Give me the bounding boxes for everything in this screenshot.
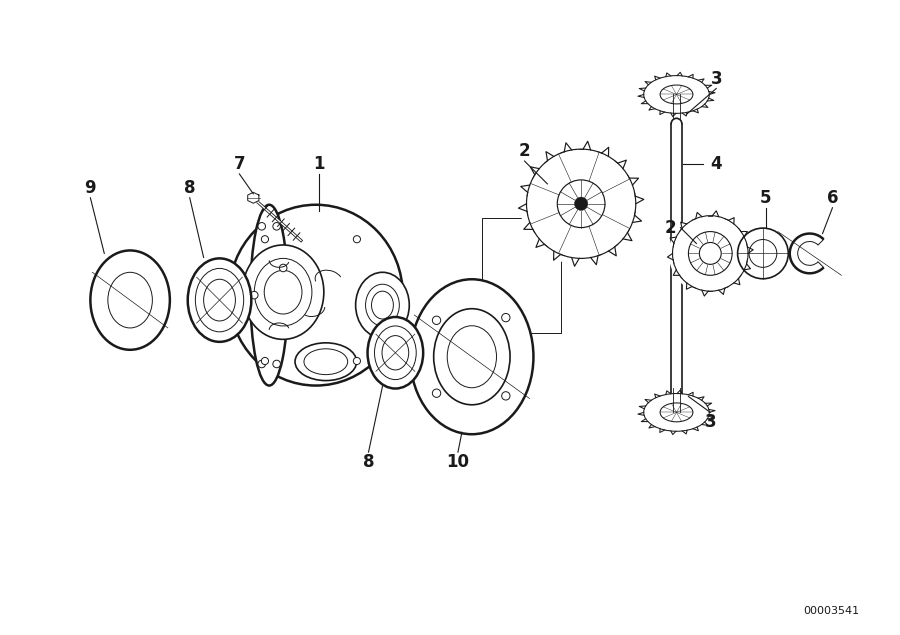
- Ellipse shape: [90, 250, 170, 350]
- Ellipse shape: [195, 269, 244, 332]
- Ellipse shape: [242, 245, 324, 339]
- Ellipse shape: [365, 284, 400, 326]
- Ellipse shape: [188, 258, 251, 342]
- Text: 3: 3: [710, 70, 722, 88]
- Circle shape: [501, 392, 510, 400]
- Circle shape: [261, 358, 268, 364]
- Ellipse shape: [447, 326, 497, 388]
- Text: 10: 10: [446, 453, 470, 471]
- Text: 8: 8: [363, 453, 374, 471]
- Text: 3: 3: [705, 413, 716, 431]
- Ellipse shape: [304, 349, 347, 375]
- Ellipse shape: [108, 272, 152, 328]
- Ellipse shape: [374, 326, 416, 380]
- Text: 2: 2: [518, 142, 530, 160]
- Circle shape: [432, 316, 441, 324]
- Ellipse shape: [255, 258, 312, 326]
- Ellipse shape: [356, 272, 410, 338]
- Circle shape: [520, 142, 643, 265]
- Ellipse shape: [644, 76, 709, 114]
- Circle shape: [250, 291, 258, 299]
- Text: 1: 1: [313, 155, 325, 173]
- Circle shape: [501, 314, 510, 322]
- Polygon shape: [248, 192, 259, 203]
- Ellipse shape: [434, 309, 510, 404]
- Ellipse shape: [229, 204, 403, 385]
- Circle shape: [699, 243, 721, 264]
- Ellipse shape: [295, 343, 356, 380]
- Ellipse shape: [410, 279, 534, 434]
- Circle shape: [749, 239, 777, 267]
- Ellipse shape: [372, 291, 393, 319]
- Text: 2: 2: [665, 218, 677, 237]
- Text: 9: 9: [85, 179, 96, 197]
- Circle shape: [432, 389, 441, 398]
- Ellipse shape: [265, 271, 302, 314]
- Circle shape: [738, 228, 788, 279]
- Text: 4: 4: [710, 155, 722, 173]
- Circle shape: [258, 360, 265, 368]
- Ellipse shape: [382, 336, 409, 370]
- Circle shape: [354, 358, 361, 364]
- Ellipse shape: [367, 317, 423, 389]
- Circle shape: [261, 236, 268, 243]
- Ellipse shape: [203, 279, 236, 321]
- Text: 5: 5: [760, 189, 771, 207]
- Circle shape: [273, 360, 281, 368]
- Circle shape: [574, 197, 588, 210]
- Text: 00003541: 00003541: [803, 606, 860, 616]
- Text: 8: 8: [184, 179, 195, 197]
- Ellipse shape: [644, 394, 709, 431]
- Ellipse shape: [250, 204, 288, 385]
- Text: 6: 6: [827, 189, 838, 207]
- Circle shape: [279, 264, 287, 272]
- Circle shape: [669, 212, 752, 295]
- Circle shape: [273, 222, 281, 230]
- Circle shape: [258, 222, 265, 230]
- Text: 7: 7: [234, 155, 245, 173]
- Circle shape: [354, 236, 361, 243]
